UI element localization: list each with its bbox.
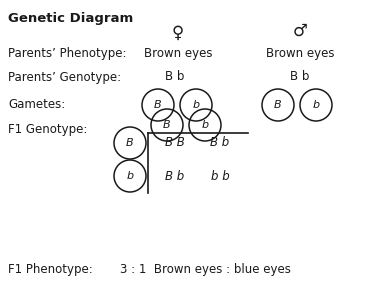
Text: Gametes:: Gametes: <box>8 98 65 111</box>
Text: F1 Phenotype:: F1 Phenotype: <box>8 262 93 276</box>
Text: B b: B b <box>290 70 310 84</box>
Text: F1 Genotype:: F1 Genotype: <box>8 123 87 136</box>
Text: B: B <box>154 100 162 110</box>
Text: B: B <box>163 120 171 130</box>
Text: Brown eyes: Brown eyes <box>144 47 212 59</box>
Text: B b: B b <box>210 136 230 150</box>
Text: 3 : 1  Brown eyes : blue eyes: 3 : 1 Brown eyes : blue eyes <box>120 262 291 276</box>
Text: B: B <box>126 138 134 148</box>
Text: B b: B b <box>165 70 185 84</box>
Text: b: b <box>192 100 199 110</box>
Text: b: b <box>312 100 319 110</box>
Text: Parents’ Genotype:: Parents’ Genotype: <box>8 70 121 84</box>
Text: b: b <box>126 171 134 181</box>
Text: B b: B b <box>165 169 185 182</box>
Text: Parents’ Phenotype:: Parents’ Phenotype: <box>8 47 127 59</box>
Text: Genetic Diagram: Genetic Diagram <box>8 12 133 25</box>
Text: B B: B B <box>165 136 185 150</box>
Text: ♂: ♂ <box>292 22 307 40</box>
Text: Brown eyes: Brown eyes <box>266 47 334 59</box>
Text: b: b <box>201 120 208 130</box>
Text: b b: b b <box>211 169 230 182</box>
Text: B: B <box>274 100 282 110</box>
Text: ♀: ♀ <box>172 24 184 42</box>
